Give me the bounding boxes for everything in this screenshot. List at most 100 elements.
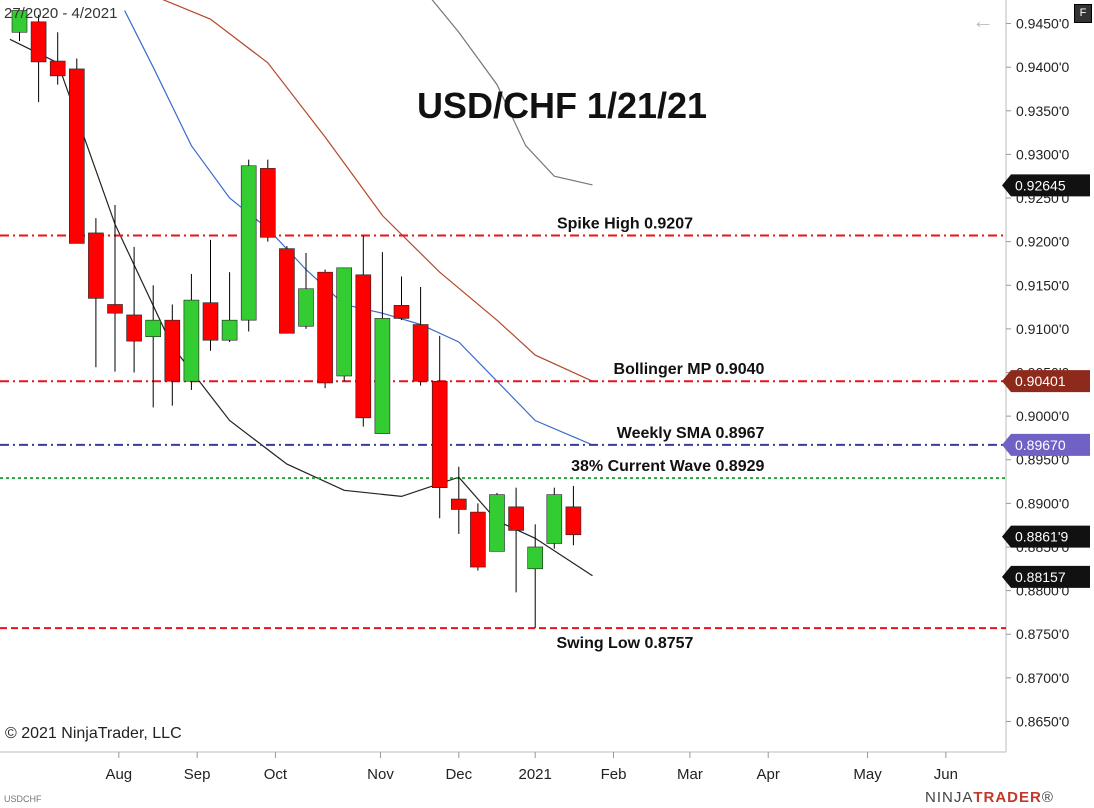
y-tick-label: 0.9000'0 — [1016, 408, 1069, 424]
y-tick-label: 0.9150'0 — [1016, 277, 1069, 293]
candle-body — [412, 324, 429, 382]
candle — [30, 14, 47, 103]
candle — [508, 487, 524, 593]
price-tag-label: 0.88157 — [1015, 569, 1066, 585]
candle-body — [336, 267, 353, 377]
y-tick-label: 0.9350'0 — [1016, 103, 1069, 119]
y-tick-label: 0.8900'0 — [1016, 495, 1069, 511]
weekly-sma-label: Weekly SMA 0.8967 — [617, 425, 765, 442]
candle — [431, 335, 448, 519]
y-tick-label: 0.9200'0 — [1016, 234, 1069, 250]
price-tag-box — [1002, 174, 1090, 197]
candle — [240, 159, 257, 332]
price-tag: 0.88157 — [1002, 565, 1090, 588]
candle-body — [164, 319, 181, 382]
candle-body — [279, 248, 295, 334]
candle — [546, 487, 563, 549]
candle-body — [374, 318, 391, 434]
y-tick-label: 0.9400'0 — [1016, 59, 1069, 75]
candle — [88, 218, 104, 368]
candle-body — [298, 288, 314, 327]
candle-body — [145, 319, 161, 338]
candle-body — [49, 60, 66, 77]
copyright-text: © 2021 NinjaTrader, LLC — [5, 725, 182, 742]
candle — [69, 58, 85, 244]
candle-body — [107, 304, 123, 314]
bollinger-upper-line — [431, 0, 593, 186]
candle — [450, 466, 467, 534]
candle-body — [183, 299, 200, 382]
38-current-wave-label: 38% Current Wave 0.8929 — [571, 458, 764, 475]
y-tick-label: 0.9300'0 — [1016, 146, 1069, 162]
f-button[interactable]: F — [1074, 4, 1092, 23]
x-tick-label: Apr — [757, 766, 780, 783]
level-lines — [0, 234, 1006, 630]
candle-body — [508, 506, 524, 531]
price-tag-label: 0.8861'9 — [1015, 529, 1068, 545]
candle — [126, 246, 142, 373]
candle — [527, 524, 544, 629]
candle — [374, 252, 391, 434]
logo-prefix: NINJA — [925, 789, 974, 806]
x-tick-label: May — [853, 766, 882, 783]
y-tick-label: 0.8650'0 — [1016, 713, 1069, 729]
bollinger-mp-label: Bollinger MP 0.9040 — [614, 361, 765, 378]
x-tick-label: Aug — [105, 766, 132, 783]
y-tick-label: 0.8750'0 — [1016, 626, 1069, 642]
price-tag-box — [1002, 370, 1090, 393]
price-tag-label: 0.89670 — [1015, 437, 1066, 453]
x-tick-label: Nov — [367, 766, 394, 783]
y-tick-label: 0.9450'0 — [1016, 16, 1069, 32]
price-tag-box — [1002, 525, 1090, 548]
x-tick-label: Sep — [184, 766, 211, 783]
chart-title: USD/CHF 1/21/21 — [417, 85, 707, 126]
spike-high-label: Spike High 0.9207 — [557, 216, 693, 233]
candle — [489, 492, 505, 552]
symbol-label: USDCHF — [4, 794, 42, 804]
candle-body — [240, 165, 257, 321]
candle-body — [489, 494, 505, 552]
price-tags: 0.92645 0.90401 0.89670 0.8861'9 0.88157 — [1002, 174, 1090, 588]
candle-body — [11, 10, 28, 33]
candle-body — [69, 68, 85, 244]
candle-body — [450, 498, 467, 510]
x-tick-label: Feb — [601, 766, 627, 783]
candle — [202, 239, 219, 351]
candle-body — [30, 21, 47, 63]
candle-body — [393, 305, 410, 319]
price-tag: 0.8861'9 — [1002, 525, 1090, 548]
candle — [11, 10, 28, 42]
date-range-label: 27/2020 - 4/2021 — [4, 5, 118, 22]
candle — [49, 32, 66, 85]
candle-body — [259, 168, 276, 238]
candle — [336, 267, 353, 382]
candle — [164, 304, 181, 406]
price-tag: 0.90401 — [1002, 370, 1090, 393]
candle — [259, 159, 276, 242]
candle — [221, 272, 238, 342]
price-tag-box — [1002, 565, 1090, 588]
candle-body — [565, 506, 582, 536]
level-labels: Spike High 0.9207 Bollinger MP 0.9040 Week… — [557, 216, 765, 653]
price-tag: 0.89670 — [1002, 433, 1090, 456]
x-tick-label: 2021 — [519, 766, 552, 783]
candle — [298, 252, 314, 329]
y-tick-label: 0.8700'0 — [1016, 670, 1069, 686]
candle-body — [221, 319, 238, 341]
swing-low-label: Swing Low 0.8757 — [557, 635, 694, 652]
time-axis: Aug Sep Oct Nov Dec 2021 Feb Mar Apr May Jun — [105, 752, 958, 783]
price-tag: 0.92645 — [1002, 174, 1090, 197]
logo-mark: ® — [1041, 789, 1054, 806]
x-tick-label: Mar — [677, 766, 703, 783]
candle-body — [88, 232, 104, 299]
left-arrow-icon[interactable]: ← — [972, 8, 994, 33]
candle-body — [202, 302, 219, 341]
candle — [107, 205, 123, 372]
ninjatrader-logo: NINJATRADER® — [925, 789, 1054, 806]
candle-body — [355, 274, 372, 419]
x-tick-label: Jun — [934, 766, 958, 783]
candle — [470, 503, 486, 571]
x-tick-label: Dec — [445, 766, 472, 783]
candle — [565, 485, 582, 546]
